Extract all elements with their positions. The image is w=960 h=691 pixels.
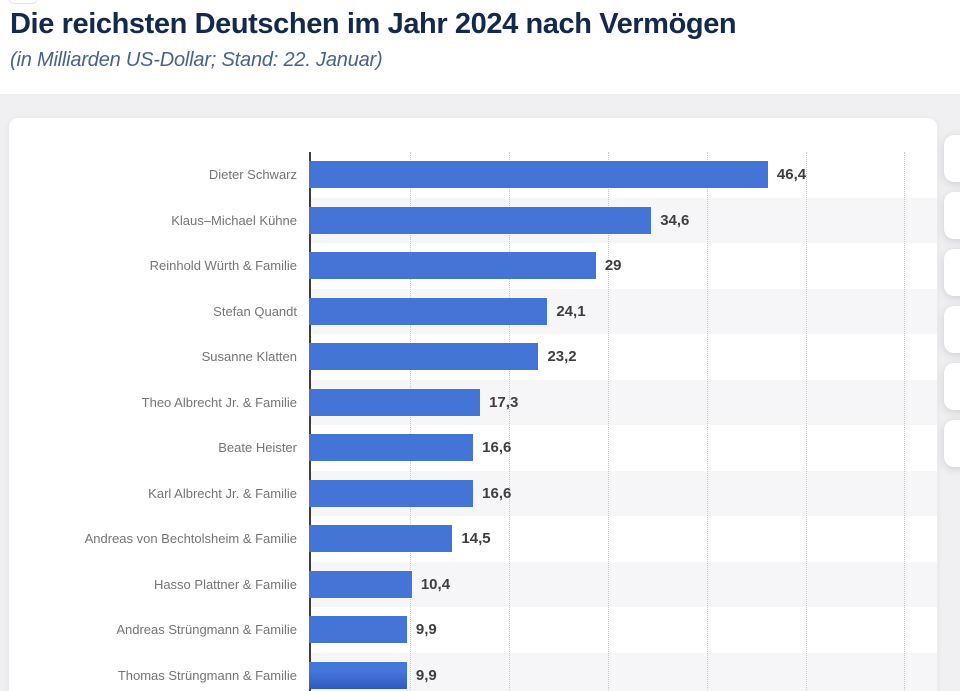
bar-value: 17,3: [489, 393, 519, 411]
row-plot-area: 46,4: [309, 152, 937, 198]
toolbar-button-3[interactable]: [944, 249, 960, 296]
row-plot-area: 29: [309, 243, 937, 289]
row-plot-area: 17,3: [309, 379, 937, 425]
bar-value: 9,9: [415, 621, 437, 638]
row-plot-area: 14,5: [309, 516, 937, 562]
category-label: Hasso Plattner & Familie: [153, 576, 297, 592]
bar-value: 16,6: [482, 484, 512, 502]
bar-value: 9,9: [415, 666, 437, 684]
bar-value: 16,6: [482, 439, 512, 456]
bar-value: 23,2: [547, 348, 577, 365]
bar-value: 24,1: [556, 302, 586, 320]
page-title: Die reichsten Deutschen im Jahr 2024 nac…: [10, 8, 737, 40]
bar[interactable]: [309, 206, 652, 234]
bar-row: Reinhold Würth & Familie 29: [9, 243, 937, 289]
bar-value: 29: [604, 257, 622, 274]
chart-card: Dieter Schwarz 46,4 Klaus–Michael Kühne 34,…: [8, 117, 938, 691]
bar[interactable]: [309, 297, 548, 325]
row-plot-area: 34,6: [309, 197, 937, 243]
bar[interactable]: [309, 616, 407, 643]
row-plot-area: 24,1: [309, 288, 937, 334]
category-label: Theo Albrecht Jr. & Familie: [141, 394, 297, 410]
row-plot-area: 9,9: [309, 652, 937, 691]
bar[interactable]: [309, 161, 768, 188]
bar-value: 10,4: [420, 575, 451, 593]
bar[interactable]: [309, 434, 474, 461]
category-label: Andreas von Bechtolsheim & Familie: [84, 531, 297, 547]
cut-off-element-top: [8, 0, 38, 4]
bar-value: 34,6: [660, 211, 690, 229]
bar-chart: Dieter Schwarz 46,4 Klaus–Michael Kühne 34,…: [9, 152, 937, 691]
bar-row: Hasso Plattner & Familie 10,4: [9, 561, 937, 607]
bar-value: 46,4: [776, 166, 807, 183]
category-label: Stefan Quandt: [213, 303, 297, 319]
category-label: Dieter Schwarz: [208, 167, 297, 183]
bar-row: Karl Albrecht Jr. & Familie 16,6: [9, 470, 937, 516]
category-label: Beate Heister: [218, 440, 297, 456]
page-subtitle: (in Milliarden US-Dollar; Stand: 22. Jan…: [10, 49, 383, 72]
category-label: Karl Albrecht Jr. & Familie: [148, 485, 297, 501]
toolbar-button-1[interactable]: [944, 135, 960, 182]
bar-row: Theo Albrecht Jr. & Familie 17,3: [9, 379, 937, 425]
category-label: Thomas Strüngmann & Familie: [117, 667, 297, 683]
category-label: Andreas Strüngmann & Familie: [116, 622, 297, 638]
toolbar-button-4[interactable]: [944, 306, 960, 353]
category-label: Klaus–Michael Kühne: [171, 212, 297, 228]
bar-row: Stefan Quandt 24,1: [9, 288, 937, 334]
toolbar-button-5[interactable]: [944, 363, 960, 410]
row-plot-area: 23,2: [309, 334, 937, 380]
bar-row: Susanne Klatten 23,2: [9, 334, 937, 380]
bar[interactable]: [309, 525, 453, 552]
bar[interactable]: [309, 479, 474, 507]
bar[interactable]: [309, 343, 539, 370]
row-plot-area: 16,6: [309, 425, 937, 471]
bar-row: Andreas Strüngmann & Familie 9,9: [9, 607, 937, 653]
category-label: Reinhold Würth & Familie: [149, 258, 297, 274]
bar-row: Andreas von Bechtolsheim & Familie 14,5: [9, 516, 937, 562]
bar-row: Thomas Strüngmann & Familie 9,9: [9, 652, 937, 691]
chart-header: Die reichsten Deutschen im Jahr 2024 nac…: [10, 6, 950, 72]
bar-row: Klaus–Michael Kühne 34,6: [9, 197, 937, 243]
bar-row: Beate Heister 16,6: [9, 425, 937, 471]
row-plot-area: 9,9: [309, 607, 937, 653]
bar[interactable]: [309, 252, 596, 279]
bar[interactable]: [309, 570, 412, 598]
bar-row: Dieter Schwarz 46,4: [9, 152, 937, 198]
category-label: Susanne Klatten: [201, 349, 297, 365]
row-plot-area: 10,4: [309, 561, 937, 607]
toolbar-button-6[interactable]: [944, 420, 960, 467]
bar[interactable]: [309, 661, 407, 689]
bar[interactable]: [309, 388, 481, 416]
toolbar-button-2[interactable]: [944, 192, 960, 239]
bar-value: 14,5: [461, 530, 491, 547]
row-plot-area: 16,6: [309, 470, 937, 516]
